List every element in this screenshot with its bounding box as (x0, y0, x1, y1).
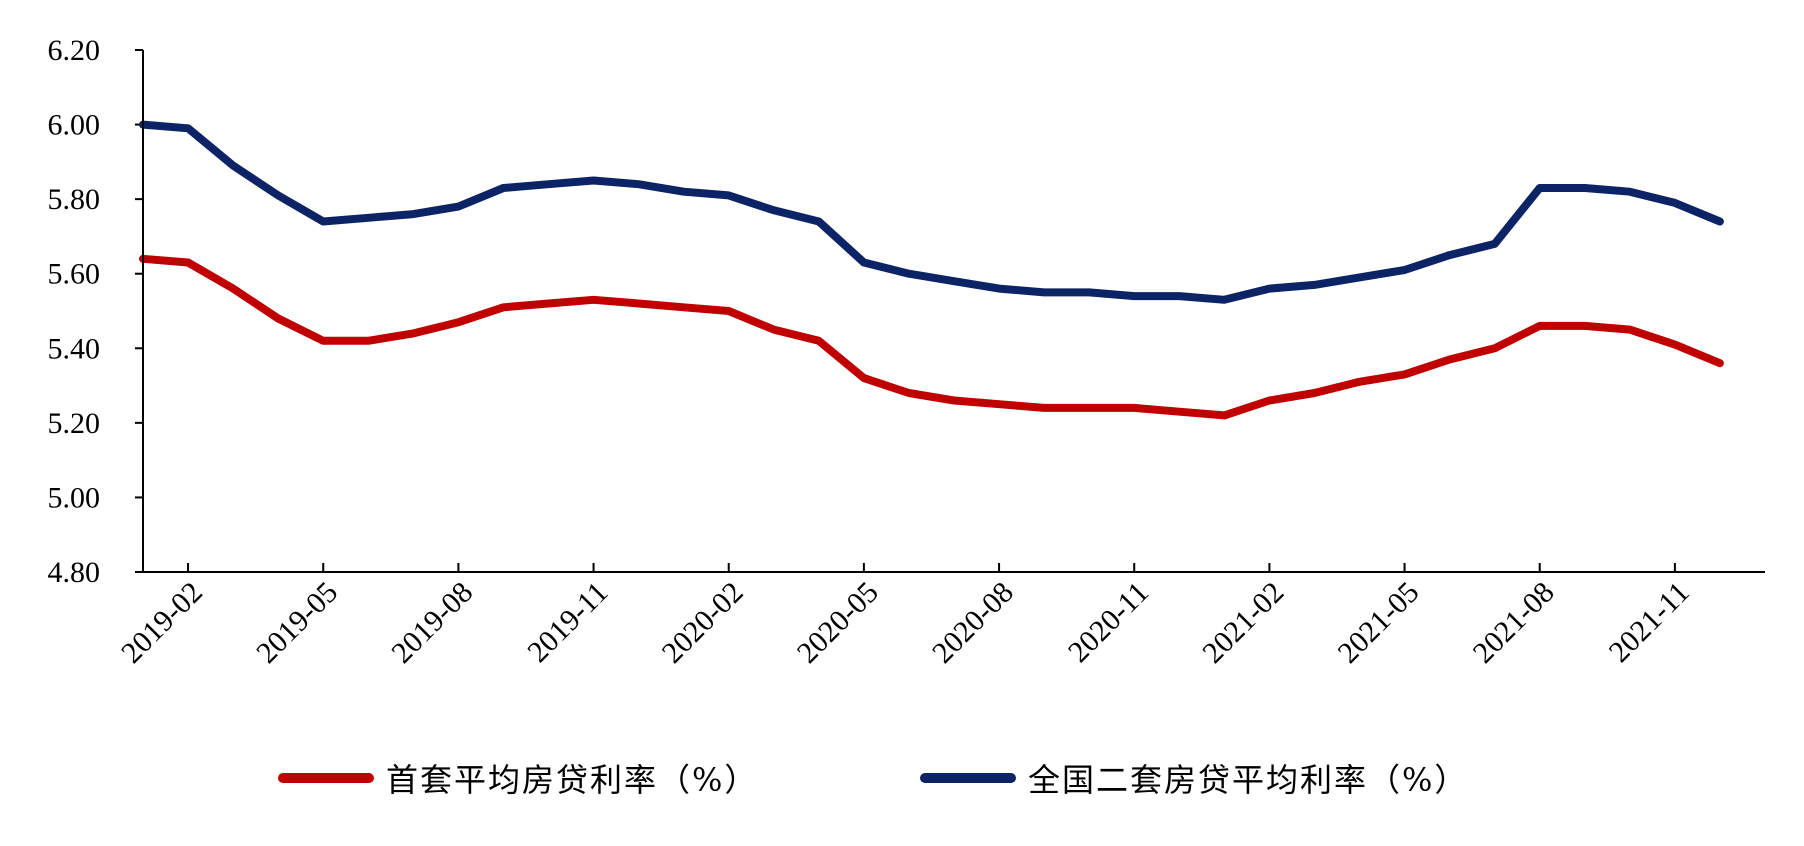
legend: 首套平均房贷利率（%） 全国二套房贷平均利率（%） (0, 748, 1804, 808)
x-tick-label: 2019-02 (115, 576, 209, 670)
x-axis-ticks: 2019-02 2019-05 2019-08 2019-11 2020-02 2020-… (115, 563, 1696, 670)
y-tick-label: 5.40 (48, 332, 101, 365)
x-tick-label: 2019-08 (385, 576, 479, 670)
x-tick-label: 2021-11 (1603, 576, 1696, 669)
y-tick-label: 4.80 (48, 556, 101, 589)
x-tick-label: 2020-05 (791, 576, 885, 670)
y-tick-label: 6.20 (48, 34, 101, 67)
legend-swatch-first-home-rate (278, 773, 374, 783)
x-tick-label: 2021-05 (1331, 576, 1425, 670)
y-tick-label: 5.60 (48, 258, 101, 291)
x-tick-label: 2020-08 (926, 576, 1020, 670)
series-lines (139, 120, 1724, 420)
legend-label-second-home-rate: 全国二套房贷平均利率（%） (1028, 761, 1469, 799)
legend-item-second-home-rate: 全国二套房贷平均利率（%） (920, 748, 1468, 808)
series-line-first-home-rate (139, 254, 1724, 420)
legend-swatch-second-home-rate (920, 773, 1016, 783)
y-tick-label: 5.80 (48, 183, 101, 216)
y-axis-ticks: 4.80 5.00 5.20 5.40 5.60 5.80 6.00 6.20 (48, 34, 143, 589)
y-tick-label: 6.00 (48, 109, 101, 142)
x-tick-label: 2019-05 (250, 576, 344, 670)
legend-label-first-home-rate: 首套平均房贷利率（%） (386, 761, 759, 799)
legend-item-first-home-rate: 首套平均房贷利率（%） (278, 748, 758, 808)
x-tick-label: 2021-02 (1196, 576, 1290, 670)
x-tick-label: 2021-08 (1467, 576, 1561, 670)
line-chart: 4.80 5.00 5.20 5.40 5.60 5.80 6.00 6.20 2019-02… (48, 34, 1765, 670)
y-tick-label: 5.00 (48, 481, 101, 514)
x-tick-label: 2019-11 (521, 576, 614, 669)
x-tick-label: 2020-02 (656, 576, 750, 670)
series-line-second-home-rate (139, 120, 1724, 304)
x-tick-label: 2020-11 (1062, 576, 1155, 669)
y-tick-label: 5.20 (48, 407, 101, 440)
